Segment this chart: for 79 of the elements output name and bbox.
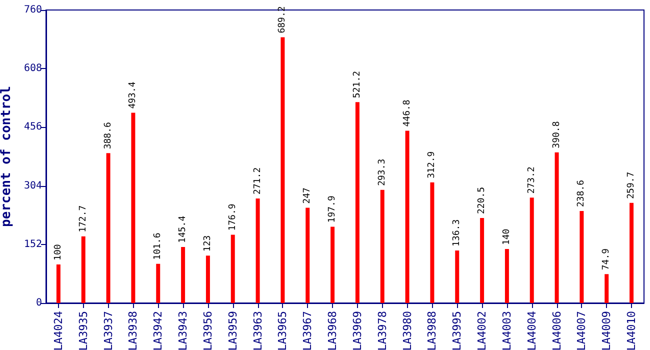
bar <box>131 112 136 303</box>
data-label: 100 <box>53 244 64 260</box>
data-label: 493.4 <box>128 82 138 109</box>
data-label: 74.9 <box>602 248 612 270</box>
x-tick-label: LA3978 <box>376 311 389 350</box>
data-label: 521.2 <box>352 70 362 98</box>
data-label: 145.4 <box>178 216 188 243</box>
bar <box>504 249 509 303</box>
bar <box>405 130 410 303</box>
bar <box>181 246 186 303</box>
y-tick-label: 152 <box>24 238 42 250</box>
x-tick-label: LA4010 <box>625 311 638 350</box>
data-label: 446.8 <box>402 100 412 127</box>
bar <box>330 226 335 303</box>
x-tick-label: LA4024 <box>52 310 65 350</box>
x-tick-label: LA3968 <box>326 311 340 350</box>
x-tick-label: LA4006 <box>550 311 564 350</box>
data-label: 123 <box>202 235 213 252</box>
x-tick-label: LA4007 <box>575 311 588 350</box>
data-label: 172.7 <box>78 205 88 232</box>
bar <box>280 37 285 303</box>
bar <box>355 102 360 303</box>
bar <box>455 250 460 303</box>
y-tick-label: 304 <box>24 180 42 192</box>
y-tick-label: 0 <box>36 298 42 308</box>
x-tick-label: LA3967 <box>301 311 314 350</box>
bar <box>256 198 260 303</box>
bar <box>580 211 584 303</box>
data-label: 689.2 <box>278 6 288 34</box>
data-label: 390.8 <box>552 121 562 148</box>
bar <box>306 208 310 303</box>
bar <box>156 264 160 303</box>
x-tick-label: LA3969 <box>350 311 364 350</box>
bar <box>380 190 384 303</box>
y-axis-title: percent of control <box>0 86 14 227</box>
x-tick-label: LA3988 <box>426 311 439 350</box>
data-label: 136.3 <box>452 219 462 246</box>
data-label: 140 <box>502 228 512 246</box>
y-tick-label: 608 <box>24 63 42 74</box>
data-label: 220.5 <box>477 186 488 214</box>
x-tick-label: LA3956 <box>201 311 214 350</box>
y-tick-label: 760 <box>24 4 42 16</box>
bar <box>56 264 60 303</box>
x-tick-label: LA4004 <box>525 310 538 350</box>
x-tick-label: LA4003 <box>500 311 514 350</box>
data-label: 312.9 <box>427 151 438 178</box>
data-label: 176.9 <box>228 204 238 231</box>
bar <box>480 218 484 303</box>
data-label: 293.3 <box>377 158 388 186</box>
data-label: 271.2 <box>252 167 263 194</box>
bar <box>604 274 609 303</box>
bar <box>206 256 210 303</box>
y-tick-label: 456 <box>24 122 42 133</box>
x-tick-label: LA3965 <box>276 311 290 350</box>
bar <box>106 153 110 303</box>
x-tick-label: LA3938 <box>126 311 140 350</box>
data-label: 388.6 <box>103 122 114 150</box>
x-tick-label: LA3943 <box>176 311 190 350</box>
x-tick-label: LA3980 <box>400 311 414 350</box>
bar <box>81 236 86 303</box>
data-label: 197.9 <box>328 196 338 223</box>
data-label: 273.2 <box>526 166 537 194</box>
x-tick-label: LA3963 <box>251 311 264 350</box>
x-tick-label: LA3959 <box>226 311 240 350</box>
x-tick-label: LA4009 <box>600 311 614 350</box>
bar <box>630 202 634 303</box>
bar <box>554 152 559 303</box>
x-tick-label: LA3937 <box>102 311 115 350</box>
x-tick-label: LA3935 <box>76 311 90 350</box>
data-label: 259.7 <box>626 172 637 199</box>
x-tick-label: LA4002 <box>476 311 489 350</box>
x-tick-label: LA3942 <box>152 311 165 350</box>
bar <box>230 234 235 303</box>
data-label: 101.6 <box>153 232 164 260</box>
data-label: 247 <box>302 188 313 204</box>
x-tick-label: LA3995 <box>450 311 464 350</box>
bar <box>430 182 434 303</box>
bar <box>530 198 534 303</box>
data-label: 238.6 <box>576 180 587 208</box>
